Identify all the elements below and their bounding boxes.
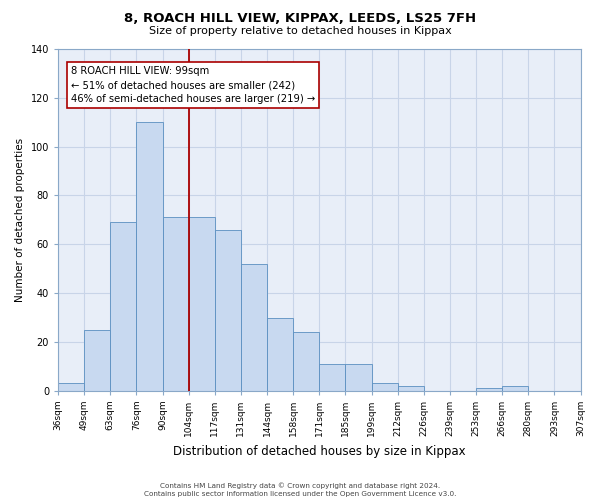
Bar bbox=[319, 364, 346, 391]
Bar bbox=[398, 386, 424, 391]
Text: 8 ROACH HILL VIEW: 99sqm
← 51% of detached houses are smaller (242)
46% of semi-: 8 ROACH HILL VIEW: 99sqm ← 51% of detach… bbox=[71, 66, 316, 104]
Bar bbox=[476, 388, 502, 391]
Bar bbox=[188, 218, 215, 391]
Bar bbox=[110, 222, 136, 391]
Bar bbox=[346, 364, 371, 391]
X-axis label: Distribution of detached houses by size in Kippax: Distribution of detached houses by size … bbox=[173, 444, 466, 458]
Text: Contains HM Land Registry data © Crown copyright and database right 2024.: Contains HM Land Registry data © Crown c… bbox=[160, 482, 440, 489]
Y-axis label: Number of detached properties: Number of detached properties bbox=[15, 138, 25, 302]
Bar bbox=[241, 264, 267, 391]
Bar bbox=[267, 318, 293, 391]
Bar bbox=[215, 230, 241, 391]
Bar bbox=[136, 122, 163, 391]
Text: 8, ROACH HILL VIEW, KIPPAX, LEEDS, LS25 7FH: 8, ROACH HILL VIEW, KIPPAX, LEEDS, LS25 … bbox=[124, 12, 476, 26]
Bar bbox=[371, 384, 398, 391]
Bar bbox=[84, 330, 110, 391]
Bar bbox=[502, 386, 528, 391]
Bar bbox=[293, 332, 319, 391]
Text: Size of property relative to detached houses in Kippax: Size of property relative to detached ho… bbox=[149, 26, 451, 36]
Bar bbox=[58, 384, 84, 391]
Bar bbox=[163, 218, 188, 391]
Text: Contains public sector information licensed under the Open Government Licence v3: Contains public sector information licen… bbox=[144, 491, 456, 497]
